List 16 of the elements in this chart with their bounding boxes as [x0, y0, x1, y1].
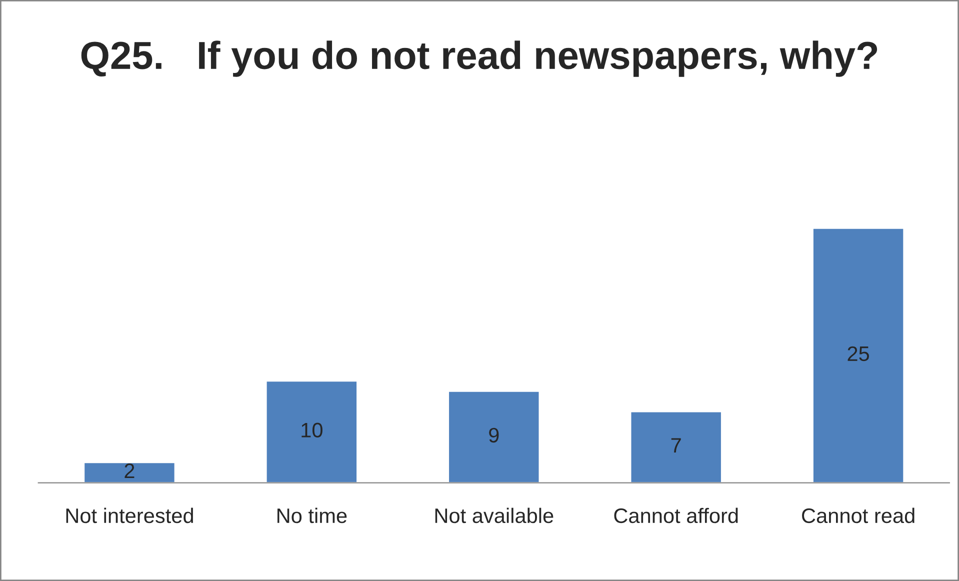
data-label: 2	[124, 463, 134, 478]
chart-title: Q25. If you do not read newspapers, why?	[81, 40, 878, 77]
bar	[630, 410, 722, 483]
x-tick-label: Cannot read	[802, 508, 914, 524]
data-label: 7	[671, 438, 681, 453]
x-tick-label: No time	[277, 508, 347, 524]
bar	[812, 227, 905, 483]
data-label: 9	[489, 428, 499, 443]
bar	[448, 390, 540, 483]
data-label: 25	[848, 346, 870, 362]
bar	[265, 380, 358, 483]
x-tick-label: Cannot afford	[614, 508, 738, 524]
x-tick-label: Not available	[435, 508, 554, 524]
x-tick-label: Not interested	[66, 508, 193, 524]
data-label: 10	[302, 422, 322, 438]
bar	[83, 462, 176, 483]
